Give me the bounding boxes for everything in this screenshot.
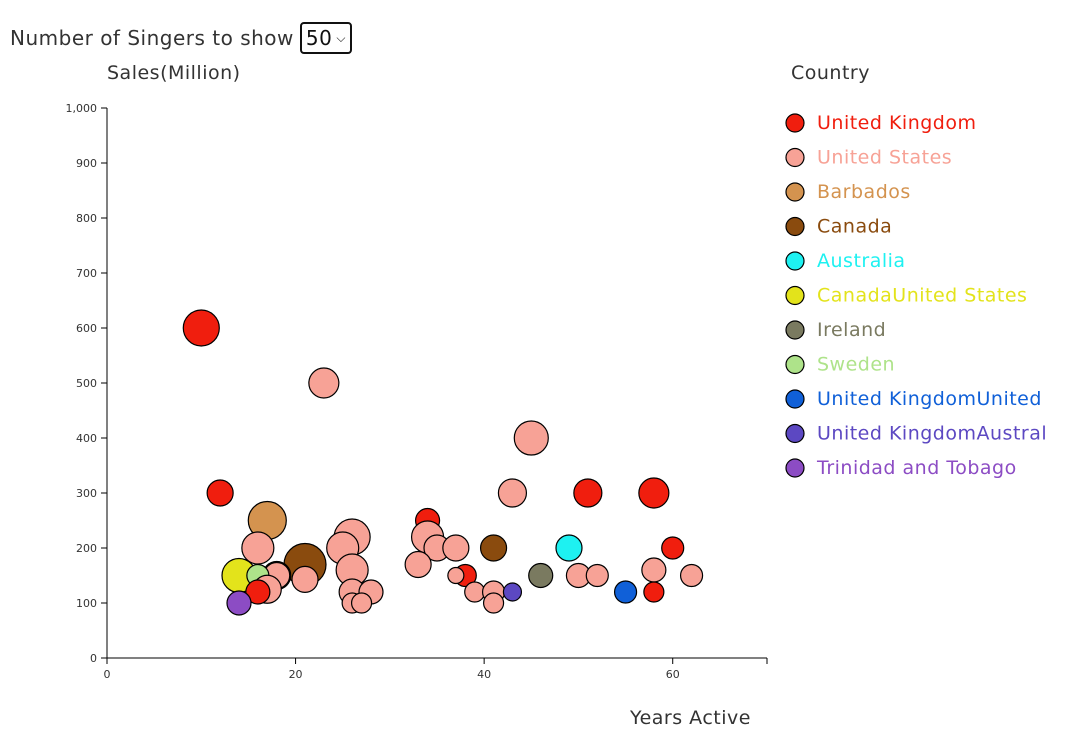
data-point[interactable] xyxy=(585,563,609,588)
data-point[interactable] xyxy=(613,580,638,604)
data-point[interactable] xyxy=(404,550,432,579)
legend-title: Country xyxy=(791,62,870,84)
legend-swatch xyxy=(785,216,805,237)
x-axis-label: Years Active xyxy=(630,707,751,729)
x-tick-label: 0 xyxy=(104,668,111,681)
legend-swatch xyxy=(785,423,805,444)
y-tick-label: 500 xyxy=(76,377,97,390)
legend-item-label[interactable]: Australia xyxy=(817,250,906,272)
y-tick-label: 200 xyxy=(76,542,97,555)
data-point[interactable] xyxy=(497,478,528,508)
data-point[interactable] xyxy=(513,420,549,456)
legend-swatch xyxy=(785,389,805,409)
legend-swatch xyxy=(785,320,805,340)
legend-item-label[interactable]: Trinidad and Tobago xyxy=(816,457,1017,479)
x-tick-label: 40 xyxy=(477,668,491,681)
data-point[interactable] xyxy=(291,565,319,593)
y-tick-label: 0 xyxy=(90,652,97,665)
data-point[interactable] xyxy=(206,479,234,507)
data-point[interactable] xyxy=(182,309,220,347)
legend-swatch xyxy=(785,182,805,202)
y-tick-label: 800 xyxy=(76,212,97,225)
chart-legend: United Kingdom United States Barbados Canad… xyxy=(785,112,1047,479)
singer-count-value: 50 xyxy=(305,26,333,50)
data-point[interactable] xyxy=(245,579,271,605)
data-point[interactable] xyxy=(482,592,505,614)
y-tick-label: 100 xyxy=(76,597,97,610)
legend-swatch xyxy=(785,113,805,133)
legend-item-label[interactable]: Barbados xyxy=(817,181,911,203)
legend-item-label[interactable]: Sweden xyxy=(817,354,895,376)
data-point[interactable] xyxy=(226,590,252,616)
legend-item-label[interactable]: United Kingdom xyxy=(817,112,977,134)
y-tick-label: 300 xyxy=(76,487,97,500)
data-point[interactable] xyxy=(442,534,470,562)
data-point[interactable] xyxy=(308,367,340,399)
legend-item-label[interactable]: CanadaUnited States xyxy=(817,285,1027,307)
legend-item-label[interactable]: United KingdomAustral xyxy=(817,423,1047,445)
data-point[interactable] xyxy=(661,536,685,560)
legend-item-label[interactable]: United States xyxy=(817,147,952,169)
legend-swatch xyxy=(785,147,805,168)
data-point[interactable] xyxy=(638,477,670,509)
data-point[interactable] xyxy=(641,557,667,583)
legend-item-label[interactable]: Canada xyxy=(817,216,892,238)
singer-count-control: Number of Singers to show 50 ⌵ xyxy=(10,22,352,54)
legend-swatch xyxy=(785,458,805,478)
x-tick-label: 60 xyxy=(666,668,680,681)
data-point[interactable] xyxy=(447,566,465,585)
data-point[interactable] xyxy=(350,592,373,614)
data-point[interactable] xyxy=(679,563,704,588)
data-point[interactable] xyxy=(479,534,508,562)
chevron-down-icon: ⌵ xyxy=(336,30,346,45)
data-point[interactable] xyxy=(241,531,275,565)
y-tick-label: 600 xyxy=(76,322,97,335)
chart-points xyxy=(182,309,704,616)
singer-count-label: Number of Singers to show xyxy=(10,26,294,50)
legend-item-label[interactable]: Ireland xyxy=(817,319,886,341)
legend-swatch xyxy=(785,251,805,271)
data-point[interactable] xyxy=(643,581,665,603)
x-tick-label: 20 xyxy=(289,668,303,681)
y-tick-label: 900 xyxy=(76,157,97,170)
legend-swatch xyxy=(785,285,805,306)
legend-swatch xyxy=(785,354,805,375)
y-tick-label: 1,000 xyxy=(66,102,98,115)
data-point[interactable] xyxy=(555,534,583,562)
singer-count-select[interactable]: 50 ⌵ xyxy=(299,22,352,54)
y-axis-label: Sales(Million) xyxy=(107,62,241,84)
y-tick-label: 700 xyxy=(76,267,97,280)
data-point[interactable] xyxy=(528,562,554,589)
chart-axes: 0 100 200 300 400 500 600 700 800 900 1,000 0 20 40 60 xyxy=(66,102,768,681)
y-tick-label: 400 xyxy=(76,432,97,445)
data-point[interactable] xyxy=(573,478,603,508)
legend-item-label[interactable]: United KingdomUnited xyxy=(817,388,1042,410)
data-point[interactable] xyxy=(464,581,486,603)
data-point[interactable] xyxy=(502,582,523,602)
